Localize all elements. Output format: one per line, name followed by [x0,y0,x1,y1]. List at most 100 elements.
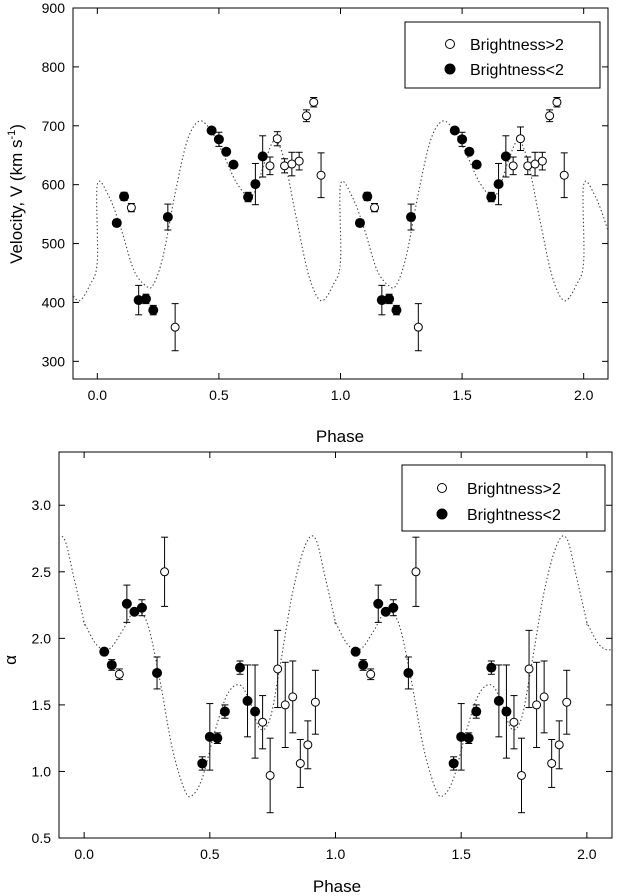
alpha-y-tick-label: 1.5 [32,697,52,713]
alpha-point-bright-lt-2 [152,667,163,678]
alpha-point-bright-gt-2 [303,740,313,750]
velocity-point-bright-lt-2 [140,293,151,304]
alpha-point-bright-gt-2 [411,567,421,577]
alpha-point-bright-gt-2 [280,700,290,710]
alpha-point-bright-gt-2 [509,717,519,727]
alpha-point-bright-gt-2 [288,692,298,702]
alpha-point-bright-gt-2 [547,758,557,768]
velocity-point-bright-gt-2 [301,111,311,121]
velocity-point-bright-lt-2 [206,125,217,136]
alpha-point-bright-lt-2 [129,606,140,617]
alpha-point-bright-lt-2 [486,662,497,673]
velocity-legend-label-bright-lt-2: Brightness<2 [470,62,564,79]
velocity-point-bright-lt-2 [449,125,460,136]
velocity-point-bright-lt-2 [457,134,468,145]
alpha-point-bright-lt-2 [493,695,504,706]
velocity-point-bright-lt-2 [119,191,130,202]
velocity-y-axis-title: Velocity, V (km s-1) [6,124,26,264]
alpha-point-bright-lt-2 [212,733,223,744]
alpha-point-bright-lt-2 [242,695,253,706]
alpha-point-bright-gt-2 [258,717,268,727]
velocity-y-tick-label: 300 [42,353,66,369]
velocity-y-tick-label: 700 [42,118,66,134]
velocity-point-bright-gt-2 [559,170,569,180]
alpha-point-bright-lt-2 [448,758,459,769]
alpha-x-tick-label: 1.5 [451,846,471,862]
alpha-point-bright-gt-2 [554,740,564,750]
velocity-point-bright-gt-2 [413,322,423,332]
alpha-point-bright-gt-2 [524,664,534,674]
velocity-point-bright-lt-2 [406,212,417,223]
alpha-point-bright-lt-2 [197,758,208,769]
velocity-point-bright-lt-2 [213,134,224,145]
velocity-legend-filled-marker [444,63,456,75]
alpha-point-bright-lt-2 [388,602,399,613]
velocity-legend-box [404,21,601,89]
velocity-panel: 0.0 0.5 1.0 1.5 2.0 300 400 500 600 700 800 900 Pha… [6,0,609,446]
velocity-x-tick-label: 0.5 [209,387,229,403]
velocity-ticks: 0.0 0.5 1.0 1.5 2.0 300 400 500 600 700 800 900 [42,0,608,403]
alpha-point-bright-gt-2 [366,669,376,679]
alpha-point-bright-lt-2 [358,659,369,670]
alpha-point-bright-gt-2 [539,692,549,702]
velocity-point-bright-gt-2 [280,161,290,171]
alpha-x-tick-label: 0.0 [74,846,94,862]
alpha-markers [99,567,572,780]
alpha-point-bright-lt-2 [121,598,132,609]
velocity-point-bright-lt-2 [362,191,373,202]
velocity-error-bars [113,97,568,352]
alpha-point-bright-gt-2 [265,770,275,780]
alpha-point-bright-gt-2 [562,697,572,707]
velocity-point-bright-gt-2 [537,156,547,166]
velocity-point-bright-gt-2 [523,161,533,171]
alpha-x-tick-label: 1.0 [326,846,346,862]
alpha-x-tick-label: 2.0 [577,846,597,862]
alpha-legend-box [401,464,606,532]
alpha-y-tick-label: 3.0 [32,497,52,513]
alpha-point-bright-gt-2 [273,664,283,674]
velocity-point-bright-gt-2 [515,134,525,144]
velocity-y-axis-title-sup: -1 [6,130,18,140]
alpha-point-bright-gt-2 [310,697,320,707]
alpha-point-bright-gt-2 [517,770,527,780]
alpha-point-bright-lt-2 [373,598,384,609]
velocity-markers [111,97,569,332]
velocity-point-bright-lt-2 [228,159,239,170]
alpha-y-tick-label: 1.0 [32,763,52,779]
alpha-y-axis-title: α [1,655,20,665]
alpha-point-bright-lt-2 [350,646,361,657]
velocity-point-bright-lt-2 [493,179,504,190]
alpha-point-bright-lt-2 [501,706,512,717]
velocity-point-bright-gt-2 [294,156,304,166]
alpha-point-bright-gt-2 [532,700,542,710]
alpha-point-bright-lt-2 [99,646,110,657]
alpha-y-tick-label: 0.5 [32,830,52,846]
alpha-point-bright-lt-2 [471,706,482,717]
alpha-point-bright-lt-2 [456,731,467,742]
alpha-legend-open-marker [437,483,447,493]
velocity-legend: Brightness>2 Brightness<2 [404,21,601,89]
velocity-point-bright-gt-2 [309,97,319,107]
velocity-y-tick-label: 900 [42,0,66,16]
velocity-x-tick-label: 0.0 [88,387,108,403]
velocity-point-bright-lt-2 [391,305,402,316]
alpha-point-bright-gt-2 [114,669,124,679]
velocity-y-tick-label: 600 [42,177,66,193]
velocity-point-bright-lt-2 [354,217,365,228]
velocity-x-tick-label: 1.5 [452,387,472,403]
velocity-x-tick-label: 1.0 [331,387,351,403]
alpha-legend-label-bright-gt-2: Brightness>2 [467,481,561,498]
velocity-point-bright-lt-2 [471,159,482,170]
velocity-point-bright-lt-2 [243,192,254,203]
velocity-point-bright-gt-2 [552,97,562,107]
velocity-x-axis-title: Phase [316,427,364,446]
alpha-point-bright-lt-2 [250,706,261,717]
velocity-point-bright-gt-2 [545,111,555,121]
alpha-error-bars [108,536,571,814]
alpha-point-bright-lt-2 [204,731,215,742]
alpha-point-bright-lt-2 [219,706,230,717]
alpha-point-bright-lt-2 [136,602,147,613]
alpha-ticks: 0.0 0.5 1.0 1.5 2.0 0.5 1.0 1.5 2.0 2.5 3.0 [32,452,612,862]
alpha-y-tick-label: 2.0 [32,630,52,646]
